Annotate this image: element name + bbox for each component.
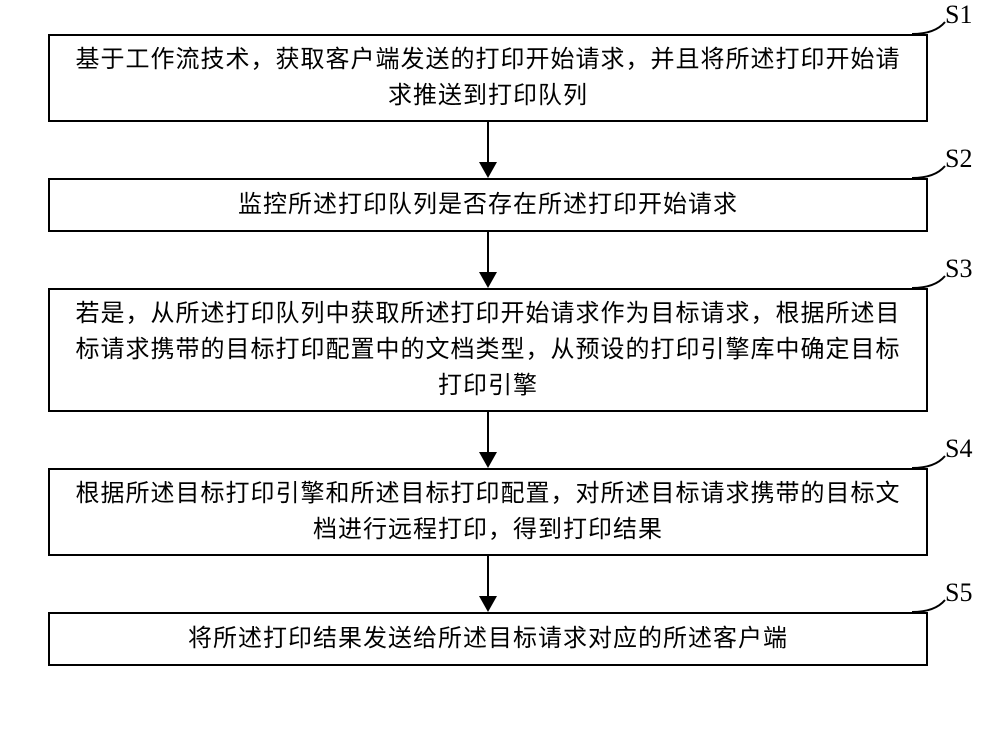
arrow-head-s4-s5 bbox=[479, 596, 497, 612]
step-box-s3: 若是，从所述打印队列中获取所述打印开始请求作为目标请求，根据所述目标请求携带的目… bbox=[48, 288, 928, 412]
step-text-s3: 若是，从所述打印队列中获取所述打印开始请求作为目标请求，根据所述目标请求携带的目… bbox=[70, 296, 906, 404]
arrow-head-s2-s3 bbox=[479, 272, 497, 288]
arrow-head-s1-s2 bbox=[479, 162, 497, 178]
step-text-s4: 根据所述目标打印引擎和所述目标打印配置，对所述目标请求携带的目标文档进行远程打印… bbox=[70, 476, 906, 548]
arrow-head-s3-s4 bbox=[479, 452, 497, 468]
arrow-s3-s4 bbox=[487, 412, 489, 452]
step-label-s5: S5 bbox=[945, 578, 972, 608]
arrow-s2-s3 bbox=[487, 232, 489, 272]
step-label-s1: S1 bbox=[945, 0, 972, 30]
step-label-s3: S3 bbox=[945, 254, 972, 284]
step-box-s1: 基于工作流技术，获取客户端发送的打印开始请求，并且将所述打印开始请求推送到打印队… bbox=[48, 34, 928, 122]
step-box-s2: 监控所述打印队列是否存在所述打印开始请求 bbox=[48, 178, 928, 232]
step-label-s2: S2 bbox=[945, 144, 972, 174]
flowchart-canvas: 基于工作流技术，获取客户端发送的打印开始请求，并且将所述打印开始请求推送到打印队… bbox=[0, 0, 1000, 754]
arrow-s1-s2 bbox=[487, 122, 489, 162]
step-box-s5: 将所述打印结果发送给所述目标请求对应的所述客户端 bbox=[48, 612, 928, 666]
step-label-s4: S4 bbox=[945, 434, 972, 464]
step-box-s4: 根据所述目标打印引擎和所述目标打印配置，对所述目标请求携带的目标文档进行远程打印… bbox=[48, 468, 928, 556]
step-text-s1: 基于工作流技术，获取客户端发送的打印开始请求，并且将所述打印开始请求推送到打印队… bbox=[70, 42, 906, 114]
step-text-s2: 监控所述打印队列是否存在所述打印开始请求 bbox=[238, 187, 738, 223]
step-text-s5: 将所述打印结果发送给所述目标请求对应的所述客户端 bbox=[188, 621, 788, 657]
arrow-s4-s5 bbox=[487, 556, 489, 596]
